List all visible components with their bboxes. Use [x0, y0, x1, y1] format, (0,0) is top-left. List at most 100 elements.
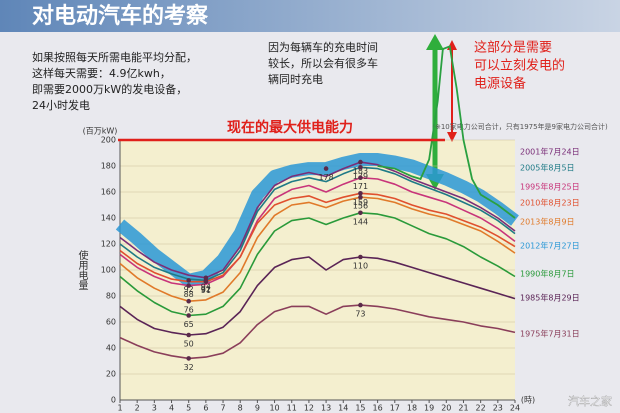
x-tick-label: 5	[186, 404, 191, 413]
x-tick-label: 19	[424, 404, 434, 413]
data-label: 110	[353, 262, 368, 271]
x-tick-label: 23	[493, 404, 503, 413]
y-tick-label: 40	[106, 344, 116, 353]
x-tick-label: 17	[390, 404, 400, 413]
legend-label: 1995年8月25日	[520, 182, 580, 192]
ev-curve	[377, 45, 516, 219]
data-point	[358, 175, 363, 180]
data-point	[186, 356, 191, 361]
y-tick-label: 200	[101, 136, 116, 145]
footnote: (※10家电力公司合计，只有1975年是9家电力公司合计)	[432, 122, 608, 131]
y-tick-label: 80	[106, 292, 116, 301]
series-line	[119, 166, 516, 282]
data-label: 50	[184, 340, 194, 349]
data-label: 156	[353, 202, 368, 211]
x-tick-label: 18	[407, 404, 417, 413]
legend-label: 2012年7月27日	[520, 241, 580, 251]
legend-label: 2005年8月5日	[520, 163, 575, 173]
x-tick-label: 14	[338, 404, 348, 413]
series-line	[119, 212, 516, 317]
data-point	[186, 283, 191, 288]
data-point	[358, 191, 363, 196]
x-tick-label: 20	[441, 404, 451, 413]
x-tick-label: 9	[255, 404, 260, 413]
x-tick-label: 10	[269, 404, 279, 413]
y-tick-label: 120	[101, 240, 116, 249]
data-point	[358, 302, 363, 308]
watermark: 汽车之家	[568, 394, 612, 408]
x-tick-label: 13	[321, 404, 331, 413]
data-label: 73	[355, 310, 365, 319]
data-label: 178	[318, 173, 333, 182]
y-tick-label: 140	[101, 214, 116, 223]
y-label: 使用电量	[76, 249, 88, 290]
data-point	[186, 298, 191, 304]
annotation-line: 电源设备	[474, 76, 526, 92]
x-tick-label: 22	[476, 404, 486, 413]
annotation-line: 较长，所以会有很多车	[268, 56, 378, 70]
data-point	[358, 254, 363, 260]
y-tick-label: 100	[101, 266, 116, 275]
chart-title: 对电动汽车的考察	[32, 3, 209, 29]
data-point	[186, 278, 191, 283]
x-tick-label: 11	[287, 404, 297, 413]
data-label: 65	[184, 320, 194, 329]
data-point	[323, 166, 329, 171]
series-line	[119, 196, 516, 302]
annotation-line: 可以立刻发电的	[474, 58, 565, 74]
series-line	[119, 161, 516, 279]
y-tick-label: 20	[106, 370, 116, 379]
x-tick-label: 24	[510, 404, 520, 413]
y-tick-label: 0	[111, 396, 116, 405]
series-line	[119, 192, 516, 283]
title-bar	[0, 0, 620, 32]
data-label: 92	[201, 285, 211, 294]
y-tick-label: 60	[106, 318, 116, 327]
data-label: 76	[184, 306, 194, 315]
x-tick-label: 16	[373, 404, 383, 413]
legend-label: 1990年8月7日	[520, 269, 575, 279]
series-line	[119, 304, 516, 360]
data-label: 144	[353, 217, 368, 226]
data-point	[186, 332, 191, 338]
data-label: 171	[353, 182, 368, 191]
annotation-line: 这样每天需要：4.9亿kwh，	[32, 66, 171, 80]
x-tick-label: 6	[203, 404, 208, 413]
x-tick-label: 15	[355, 404, 365, 413]
legend-label: 1985年8月29日	[520, 293, 580, 303]
x-tick-label: 2	[135, 404, 140, 413]
annotation-line: 如果按照每天所需电能平均分配，	[32, 50, 197, 64]
series-line	[119, 256, 516, 336]
data-label: 183	[353, 167, 368, 176]
data-point	[358, 210, 363, 216]
annotation-line: 因为每辆车的充电时间	[268, 40, 378, 54]
x-tick-label: 3	[152, 404, 157, 413]
legend-label: 2001年7月24日	[520, 147, 580, 157]
legend-label: 1975年7月31日	[520, 329, 580, 339]
data-label: 91	[201, 286, 211, 295]
y-unit: (百万kW)	[83, 127, 118, 136]
max-supply-label: 现在的最大供电能力	[227, 119, 353, 136]
x-tick-label: 21	[458, 404, 468, 413]
x-unit: (時)	[521, 396, 535, 405]
annotation-line: 这部分是需要	[474, 40, 552, 56]
y-tick-label: 180	[101, 162, 116, 171]
y-tick-label: 160	[101, 188, 116, 197]
annotation-line: 辆同时充电	[268, 72, 323, 86]
data-label: 159	[353, 198, 368, 207]
legend-label: 2013年8月9日	[520, 217, 575, 227]
data-point	[358, 159, 363, 165]
data-label: 92	[184, 285, 194, 294]
x-tick-label: 4	[169, 404, 174, 413]
series-line	[119, 176, 516, 287]
x-tick-label: 8	[238, 404, 243, 413]
legend-label: 2010年8月23日	[520, 198, 580, 208]
data-label: 32	[184, 363, 194, 372]
annotation-line: 即需要2000万kW的发电设备，	[32, 82, 187, 96]
x-tick-label: 12	[304, 404, 314, 413]
data-label: 88	[184, 290, 194, 299]
data-point	[186, 313, 191, 318]
data-point	[358, 194, 363, 200]
data-point	[358, 165, 363, 170]
